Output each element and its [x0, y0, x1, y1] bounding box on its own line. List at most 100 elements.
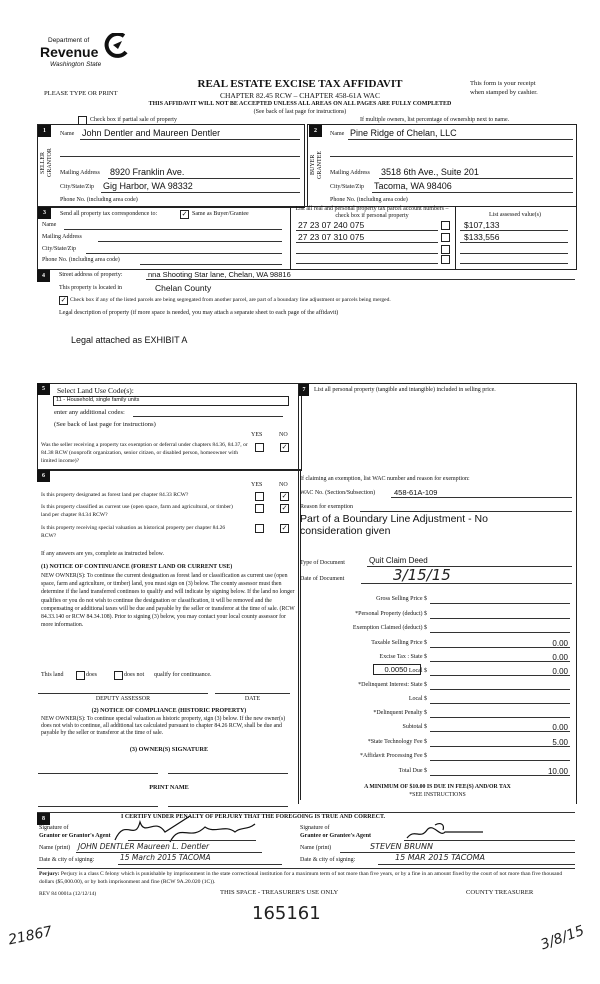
- fee-line: [430, 632, 570, 633]
- parcel-line[interactable]: [296, 253, 438, 254]
- s3-phone-line[interactable]: [140, 264, 282, 265]
- fee-line: [430, 603, 570, 604]
- historic-yes-checkbox[interactable]: [255, 524, 264, 533]
- fee-label: *Personal Property (deduct) $: [355, 611, 427, 617]
- grantor-name-line: [76, 852, 262, 853]
- current-use-no-checkbox[interactable]: ✓: [280, 504, 289, 513]
- document-date[interactable]: 3/15/15: [393, 566, 451, 584]
- s3-address-line[interactable]: [98, 241, 282, 242]
- exemption-reason[interactable]: Part of a Boundary Line Adjustment - No …: [300, 513, 488, 537]
- fee-label: Gross Selling Price $: [376, 596, 427, 602]
- same-as-buyer-checkbox[interactable]: ✓: [180, 210, 189, 219]
- assessed-value[interactable]: $107,133: [464, 220, 500, 230]
- historic-no-checkbox[interactable]: ✓: [280, 524, 289, 533]
- current-use-yes-checkbox[interactable]: [255, 504, 264, 513]
- form-title: REAL ESTATE EXCISE TAX AFFIDAVIT: [197, 78, 403, 90]
- does-not-checkbox[interactable]: [114, 671, 123, 680]
- seller-address[interactable]: 8920 Franklin Ave.: [110, 167, 185, 177]
- certify-statement: I CERTIFY UNDER PENALTY OF PERJURY THAT …: [121, 814, 386, 820]
- logo-swoosh-icon: [104, 33, 128, 58]
- forest-no-checkbox[interactable]: ✓: [280, 492, 289, 501]
- seller-city[interactable]: Gig Harbor, WA 98332: [103, 181, 193, 191]
- personal-property-checkbox[interactable]: [441, 221, 450, 230]
- s5-yes-checkbox[interactable]: [255, 443, 264, 452]
- value-line[interactable]: [460, 253, 568, 254]
- document-type-label: Type of Document: [300, 560, 345, 566]
- forest-yes-checkbox[interactable]: [255, 492, 264, 501]
- s5-no-checkbox[interactable]: ✓: [280, 443, 289, 452]
- grantor-date-line: [118, 864, 282, 865]
- fee-value[interactable]: 0.00: [552, 639, 568, 648]
- s3-city-label: City/State/Zip: [42, 246, 76, 252]
- forest-question: Is this property designated as forest la…: [41, 492, 189, 498]
- seller-section: [37, 124, 305, 208]
- s6-no-header: NO: [279, 482, 288, 488]
- land-use-label: Select Land Use Code(s):: [57, 386, 134, 395]
- notice-2-text: NEW OWNER(S): To continue special valuat…: [41, 716, 286, 737]
- fee-line: [430, 689, 570, 690]
- seller-address-line: [108, 178, 300, 179]
- parcel-number[interactable]: 27 23 07 240 075: [298, 220, 365, 230]
- deputy-assessor-label: DEPUTY ASSESSOR: [95, 696, 151, 702]
- seller-city-label: City/State/Zip: [60, 184, 94, 190]
- personal-property-checkbox[interactable]: [441, 245, 450, 254]
- grantor-signature[interactable]: [110, 812, 260, 846]
- fee-value[interactable]: 5.00: [552, 738, 568, 747]
- wac-label: WAC No. (Section/Subsection): [300, 490, 376, 496]
- fee-value[interactable]: 0.00: [552, 723, 568, 732]
- fee-value[interactable]: 0.00: [552, 653, 568, 662]
- personal-property-checkbox[interactable]: [441, 255, 450, 264]
- land-use-select[interactable]: [53, 396, 289, 406]
- assessed-value[interactable]: $133,556: [464, 232, 500, 242]
- fee-line: [430, 675, 570, 676]
- grantor-sig-line: [128, 840, 256, 841]
- grantee-sig-label-1: Signature of: [300, 825, 330, 831]
- buyer-name[interactable]: Pine Ridge of Chelan, LLC: [350, 128, 457, 138]
- exemption-label: If claiming an exemption, list WAC numbe…: [300, 476, 470, 482]
- grantor-name[interactable]: JOHN DENTLER Maureen L. Dentler: [78, 842, 210, 851]
- street-address[interactable]: nna Shooting Star lane, Chelan, WA 98816: [148, 270, 291, 279]
- does-not-label: does not: [124, 672, 145, 678]
- county[interactable]: Chelan County: [155, 283, 212, 293]
- personal-property-checkbox[interactable]: [441, 233, 450, 242]
- land-use-code: 11 - Household, single family units: [56, 397, 140, 403]
- document-date-line: [361, 583, 572, 584]
- fee-label: *Delinquent Interest: State $: [358, 682, 427, 688]
- s5-see-back: (See back of last page for instructions): [54, 421, 156, 428]
- parcel-line[interactable]: [296, 263, 438, 264]
- document-type[interactable]: Quit Claim Deed: [369, 556, 428, 565]
- owner-signature-line-2[interactable]: [168, 773, 288, 774]
- fee-line: [430, 717, 570, 718]
- buyer-address[interactable]: 3518 6th Ave., Suite 201: [381, 167, 479, 177]
- fee-value[interactable]: 0.00: [552, 667, 568, 676]
- assessor-date-line[interactable]: [215, 693, 290, 694]
- fee-label: *State Technology Fee $: [367, 739, 427, 745]
- handwritten-note-left: 21867: [6, 923, 54, 949]
- grantee-name[interactable]: STEVEN BRUNN: [370, 842, 433, 851]
- fee-label: Total Due $: [398, 768, 427, 774]
- print-name-line-2[interactable]: [168, 806, 288, 807]
- legal-description[interactable]: Legal attached as EXHIBIT A: [71, 335, 188, 345]
- fee-value[interactable]: 10.00: [547, 767, 568, 776]
- wac-number[interactable]: 458-61A-109: [394, 488, 438, 497]
- grantor-date-city[interactable]: 15 March 2015 TACOMA: [120, 853, 211, 862]
- grantee-name-label: Name (print): [300, 845, 332, 851]
- segregated-checkbox[interactable]: ✓: [59, 296, 68, 305]
- minimum-due-note: A MINIMUM OF $10.00 IS DUE IN FEE(S) AND…: [364, 784, 511, 790]
- additional-codes-line[interactable]: [133, 416, 283, 417]
- document-type-line: [367, 566, 572, 567]
- buyer-city[interactable]: Tacoma, WA 98406: [374, 181, 452, 191]
- does-checkbox[interactable]: [76, 671, 85, 680]
- owner-signature-line-1[interactable]: [38, 773, 158, 774]
- s3-city-line[interactable]: [86, 253, 282, 254]
- grantee-signature[interactable]: [405, 820, 485, 842]
- print-name-line-1[interactable]: [38, 806, 158, 807]
- s3-name-line[interactable]: [64, 229, 282, 230]
- seller-name[interactable]: John Dentler and Maureen Dentler: [82, 128, 221, 138]
- grantee-date-city[interactable]: 15 MAR 2015 TACOMA: [395, 853, 485, 862]
- buyer-phone-label: Phone No. (including area code): [330, 197, 408, 203]
- value-line[interactable]: [460, 263, 568, 264]
- seller-address-label: Mailing Address: [60, 170, 100, 176]
- deputy-assessor-line[interactable]: [38, 693, 208, 694]
- parcel-number[interactable]: 27 23 07 310 075: [298, 232, 365, 242]
